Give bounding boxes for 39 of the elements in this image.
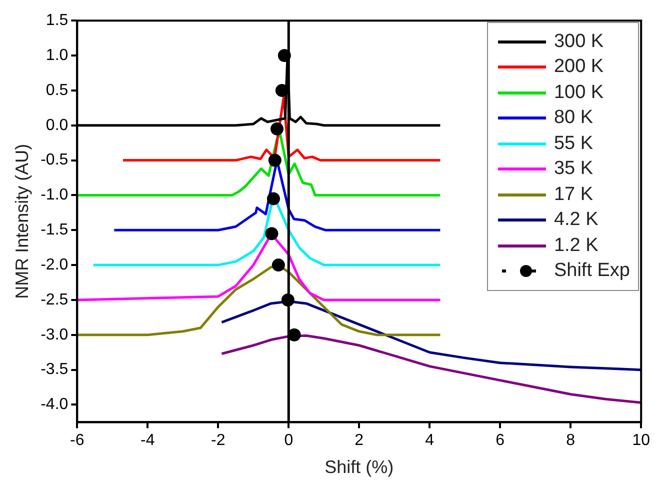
- y-tick-label: 0.5: [46, 82, 68, 99]
- y-tick-label: -1.5: [40, 222, 68, 239]
- y-tick-label: 1.0: [46, 46, 68, 64]
- x-tick-label: -4: [140, 432, 155, 450]
- x-tick-label: 0: [284, 432, 294, 450]
- x-axis-title: Shift (%): [324, 457, 394, 478]
- x-tick-label: -2: [211, 432, 226, 450]
- point: [270, 122, 284, 136]
- legend-label: 35 K: [554, 158, 594, 180]
- point: [265, 227, 278, 240]
- point: [266, 192, 280, 206]
- x-tick-label: 8: [566, 432, 576, 450]
- y-tick-label: -3.5: [40, 361, 68, 378]
- legend-label: 100 K: [554, 82, 604, 104]
- legend-label: 1.2 K: [554, 234, 598, 257]
- y-tick-label: -4.0: [40, 396, 68, 414]
- legend-label: 4.2 K: [554, 209, 598, 232]
- x-tick-label: 6: [496, 432, 505, 450]
- y-tick-label: 0.0: [46, 116, 68, 134]
- y-tick-label: -2.0: [40, 256, 68, 274]
- point: [272, 258, 285, 272]
- x-tick-label: 2: [354, 432, 364, 450]
- y-tick-label: -1.0: [40, 186, 68, 204]
- legend-label: 80 K: [554, 107, 594, 130]
- y-tick-label: -3.0: [40, 326, 68, 344]
- point: [275, 84, 288, 97]
- legend-label: 17 K: [554, 184, 594, 206]
- y-tick-label: 1.5: [46, 12, 68, 30]
- point: [268, 154, 282, 167]
- legend-label: Shift Exp: [554, 260, 630, 282]
- x-tick-label: 4: [425, 432, 434, 450]
- y-tick-label: -2.5: [40, 291, 68, 308]
- legend-label: 55 K: [554, 132, 594, 155]
- legend-label: 300 K: [554, 30, 604, 53]
- x-tick-label: 10: [632, 432, 650, 450]
- legend-label: 200 K: [554, 56, 604, 78]
- y-tick-label: -0.5: [40, 152, 68, 169]
- x-tick-label: -6: [70, 432, 84, 450]
- y-axis-title: NMR Intensity (AU): [12, 144, 32, 299]
